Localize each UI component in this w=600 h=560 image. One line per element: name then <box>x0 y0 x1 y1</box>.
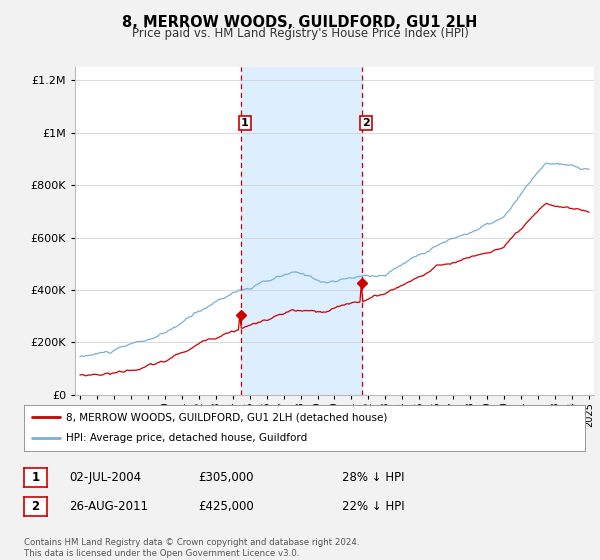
Text: 28% ↓ HPI: 28% ↓ HPI <box>342 470 404 484</box>
Text: £305,000: £305,000 <box>198 470 254 484</box>
Text: 8, MERROW WOODS, GUILDFORD, GU1 2LH: 8, MERROW WOODS, GUILDFORD, GU1 2LH <box>122 15 478 30</box>
Text: Price paid vs. HM Land Registry's House Price Index (HPI): Price paid vs. HM Land Registry's House … <box>131 27 469 40</box>
Text: 26-AUG-2011: 26-AUG-2011 <box>69 500 148 513</box>
Text: 2: 2 <box>31 500 40 514</box>
Text: 2: 2 <box>362 118 370 128</box>
Text: £425,000: £425,000 <box>198 500 254 513</box>
Text: 8, MERROW WOODS, GUILDFORD, GU1 2LH (detached house): 8, MERROW WOODS, GUILDFORD, GU1 2LH (det… <box>66 412 388 422</box>
Text: Contains HM Land Registry data © Crown copyright and database right 2024.
This d: Contains HM Land Registry data © Crown c… <box>24 538 359 558</box>
Text: 1: 1 <box>31 471 40 484</box>
Text: 02-JUL-2004: 02-JUL-2004 <box>69 470 141 484</box>
Text: 1: 1 <box>241 118 249 128</box>
Text: 22% ↓ HPI: 22% ↓ HPI <box>342 500 404 513</box>
Bar <box>241 67 362 395</box>
Text: HPI: Average price, detached house, Guildford: HPI: Average price, detached house, Guil… <box>66 433 307 444</box>
